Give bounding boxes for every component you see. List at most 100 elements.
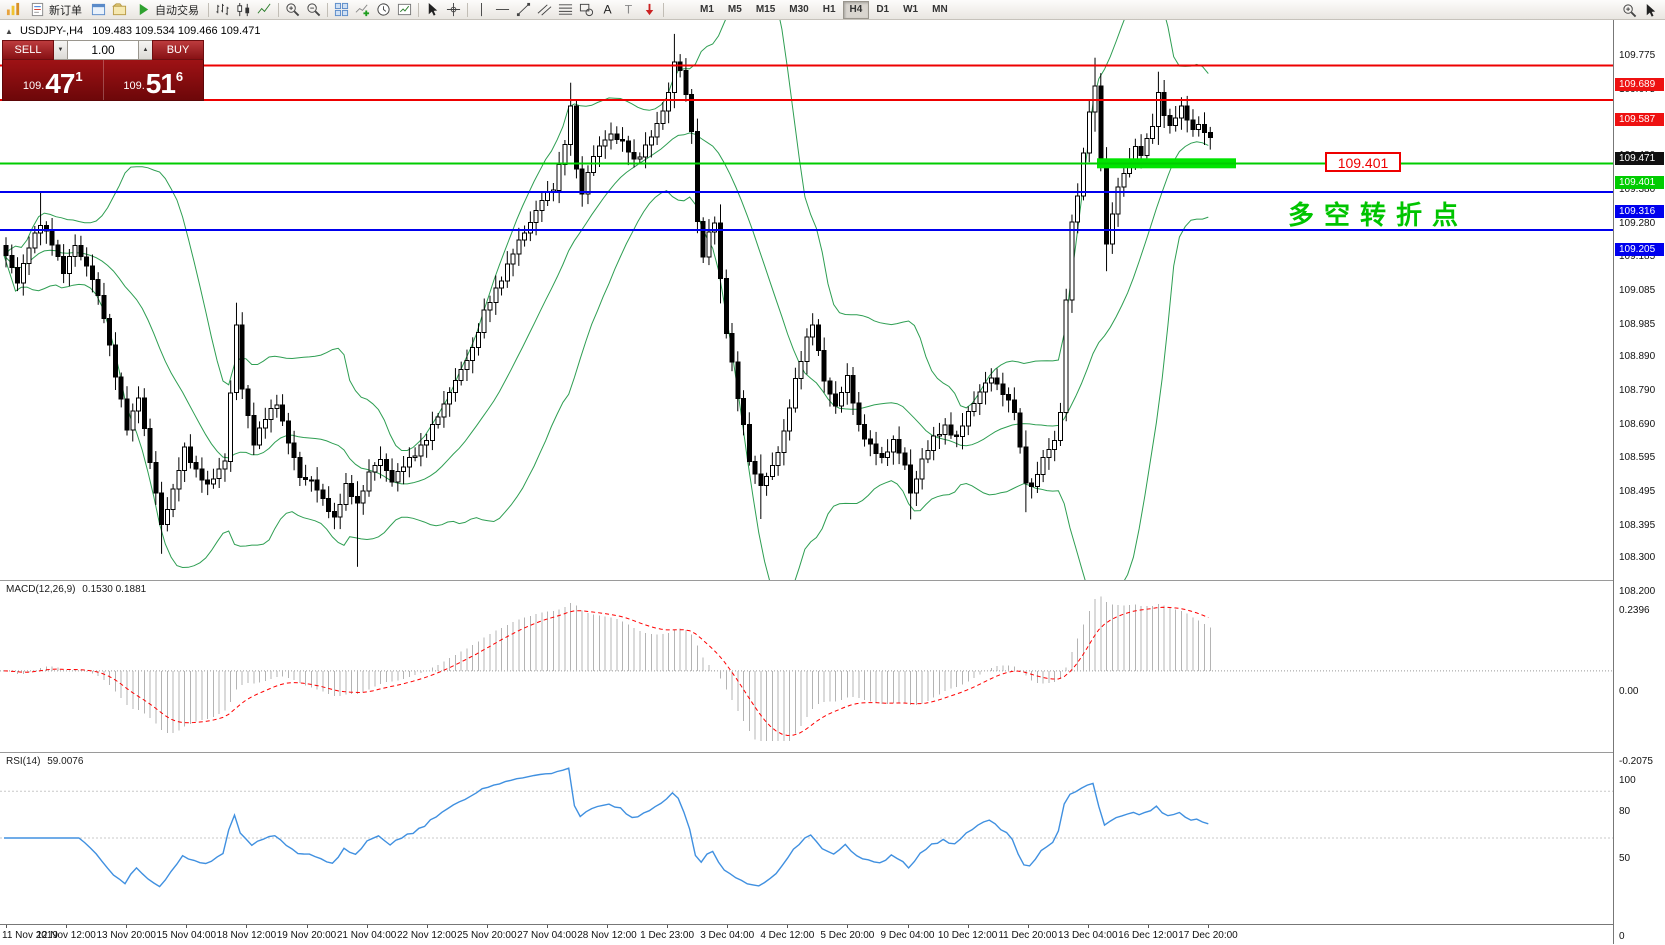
timeframe-M15[interactable]: M15 [755,3,776,15]
cursor-icon[interactable] [422,1,443,19]
macd-panel-separator[interactable] [0,580,1665,581]
time-tick: 13 Dec 04:00 [1058,930,1118,941]
price-badge-109.689: 109.689 [1615,78,1664,92]
main-price-chart[interactable] [0,20,1613,580]
rsi-panel-separator[interactable] [0,752,1665,753]
rsi-scale-tick: 0 [1619,931,1625,942]
timeframe-D1[interactable]: D1 [876,3,890,15]
time-tick-mark [486,925,488,928]
toolbar-separator [278,2,279,17]
price-tick: 109.380 [1619,184,1656,196]
timeframe-MN[interactable]: MN [932,3,948,15]
symbol-period-label: USDJPY-,H4 [19,25,84,37]
ask-price[interactable]: 109. 51 6 [104,60,204,100]
horizontal-line-icon[interactable] [492,1,513,19]
price-tick: 108.300 [1619,551,1656,563]
macd-indicator-panel[interactable] [0,580,1613,752]
new-order-button-label: 新订单 [49,4,82,17]
macd-scale-tick: 0.00 [1619,685,1639,697]
volume-input[interactable] [67,40,139,60]
price-tick: 108.595 [1619,451,1656,463]
arrows-icon[interactable] [639,1,660,19]
sell-button[interactable]: SELL [2,40,54,60]
pointer-icon[interactable] [1640,1,1661,19]
crosshair-icon[interactable] [443,1,464,19]
timeframe-H4[interactable]: H4 [842,0,870,19]
price-badge-109.316: 109.316 [1615,205,1664,219]
line-chart-icon[interactable] [254,1,275,19]
volume-step-up-button[interactable]: ▲ [139,40,152,60]
time-tick: 17 Dec 20:00 [1178,930,1238,941]
timeframe-H1[interactable]: H1 [822,3,836,15]
price-tick: 108.690 [1619,419,1656,431]
turning-point-annotation[interactable]: 多空转折点 [1288,200,1469,231]
time-tick-mark [607,925,608,928]
time-tick: 9 Dec 04:00 [880,930,935,941]
rsi-value: 59.0076 [47,756,84,767]
timeframe-W1[interactable]: W1 [903,3,919,15]
shapes-icon[interactable] [576,1,597,19]
text-icon[interactable]: A [597,1,618,19]
time-tick: 19 Nov 20:00 [276,930,337,941]
label-icon[interactable]: T [618,1,639,19]
timeframe-M30[interactable]: M30 [789,3,809,15]
new-order-button[interactable]: 新订单 [24,1,88,19]
rsi-indicator-panel[interactable] [0,752,1613,924]
time-tick-mark [186,925,188,928]
time-tick: 16 Dec 12:00 [1118,930,1178,941]
channel-icon[interactable] [534,1,555,19]
toolbar-separator [467,2,468,17]
time-tick-mark [667,925,669,928]
collapse-trade-panel-arrow[interactable]: ▲ [5,27,13,36]
rsi-scale-tick: 80 [1619,806,1631,818]
time-tick: 5 Dec 20:00 [820,930,875,941]
search-icon[interactable] [1619,1,1640,19]
time-tick: 25 Nov 20:00 [457,930,517,941]
price-annotation-box[interactable]: 109.401 [1325,152,1401,173]
rsi-label: RSI(14) 59.0076 [6,756,83,767]
price-tick: 108.395 [1619,519,1656,531]
time-tick-mark [967,925,969,928]
time-tick: 13 Nov 20:00 [96,930,156,941]
tile-windows-icon[interactable] [331,1,352,19]
price-scale[interactable]: 109.775109.675109.580109.480109.380109.2… [1613,20,1665,944]
macd-scale-tick: -0.2075 [1619,756,1653,767]
rsi-scale-tick: 50 [1619,853,1631,864]
periods-icon[interactable] [373,1,394,19]
macd-scale-tick: 0.2396 [1619,605,1650,616]
time-tick: 12 Nov 12:00 [36,930,96,941]
time-tick: 11 Dec 20:00 [998,930,1058,941]
timeframe-M1[interactable]: M1 [700,3,714,15]
time-tick-mark [1087,925,1089,928]
autotrading-button[interactable]: 自动交易 [130,1,205,19]
zoom-out-icon[interactable] [303,1,324,19]
vertical-line-icon[interactable] [471,1,492,19]
app-icon[interactable] [3,1,24,19]
toolbar-separator [663,2,664,17]
time-tick-mark [426,925,428,928]
zoom-in-icon[interactable] [282,1,303,19]
fibonacci-icon[interactable] [555,1,576,19]
time-tick: 4 Dec 12:00 [760,930,815,941]
bid-pips: 47 [45,68,75,99]
bid-price[interactable]: 109. 47 1 [3,60,104,100]
bid-pipette: 1 [75,69,83,84]
price-tick: 109.085 [1619,284,1656,296]
price-tick: 108.200 [1619,586,1656,597]
indicators-icon[interactable] [352,1,373,19]
chart-title: ▲ USDJPY-,H4 109.483 109.534 109.466 109… [5,25,260,37]
macd-values: 0.1530 0.1881 [82,584,147,595]
templates-icon[interactable] [394,1,415,19]
price-tick: 109.775 [1619,50,1656,61]
price-tick: 108.985 [1619,318,1656,330]
trendline-icon[interactable] [513,1,534,19]
volume-step-down-button[interactable]: ▼ [54,40,67,60]
charts-window-icon[interactable] [88,1,109,19]
time-tick: 18 Nov 12:00 [216,930,277,941]
timeframe-M5[interactable]: M5 [727,3,742,15]
time-scale[interactable]: 11 Nov 2019 12 Nov 12:00 13 Nov 20:00 15 No… [0,924,1613,945]
candlestick-chart-icon[interactable] [233,1,254,19]
bar-chart-icon[interactable] [212,1,233,19]
profile-icon[interactable] [109,1,130,19]
buy-button[interactable]: BUY [152,40,204,60]
